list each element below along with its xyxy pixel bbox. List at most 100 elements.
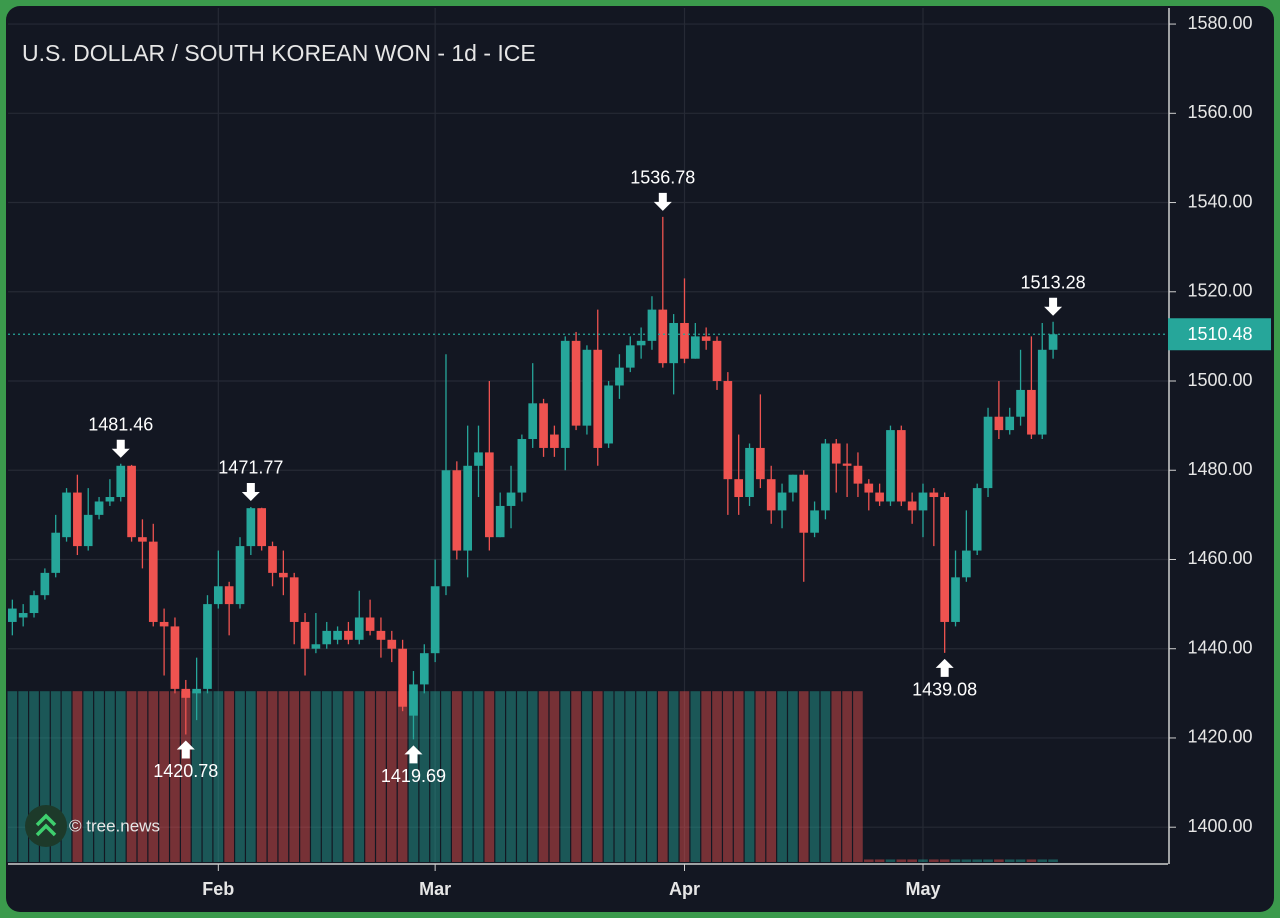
volume-bar (495, 691, 506, 862)
candle-body (268, 546, 277, 573)
candle-body (853, 465, 863, 484)
volume-bar (441, 691, 451, 862)
candle-body (712, 340, 722, 382)
chart-title: U.S. DOLLAR / SOUTH KOREAN WON - 1d - IC… (22, 40, 536, 66)
candle-body (18, 613, 28, 618)
volume-bar (744, 691, 755, 862)
volume-bar (126, 691, 137, 862)
candle-body (452, 470, 462, 551)
volume-bar (863, 859, 874, 862)
candle-body (213, 586, 223, 605)
candle-body (1037, 349, 1047, 435)
candle-body (799, 474, 809, 533)
volume-bar (1026, 859, 1037, 862)
volume-bar (571, 691, 581, 862)
candle-body (138, 537, 147, 542)
candle-body (842, 463, 852, 466)
candle-body (690, 336, 700, 359)
candle-body (560, 340, 570, 448)
candle-body (235, 546, 245, 605)
y-tick-label: 1400.00 (1187, 816, 1252, 836)
volume-bar (625, 691, 636, 862)
candle-body (636, 340, 646, 346)
volume-bar (506, 691, 516, 862)
volume-bar (289, 691, 300, 862)
candle-body (127, 465, 136, 538)
candle-body (376, 630, 386, 640)
annotation-label: 1513.28 (1021, 273, 1086, 293)
volume-bar (419, 691, 430, 862)
volume-bar (267, 691, 278, 862)
volume-bar (592, 691, 603, 862)
candle-body (311, 644, 321, 649)
volume-bar (105, 691, 115, 862)
y-tick-label: 1480.00 (1187, 459, 1252, 479)
candle-body (756, 447, 765, 480)
volume-bar (40, 691, 50, 862)
candle-body (409, 684, 418, 716)
volume-bar (809, 691, 820, 862)
volume-bar (170, 691, 180, 862)
candle-body (289, 577, 299, 622)
volume-bar (538, 691, 549, 862)
candle-body (604, 385, 613, 444)
x-tick-label: May (905, 879, 940, 899)
annotation-label: 1536.78 (630, 168, 695, 188)
candle-body (29, 595, 39, 614)
volume-bar (354, 691, 365, 862)
volume-bar (798, 691, 809, 862)
volume-bar (723, 691, 733, 862)
volume-bar (83, 691, 94, 862)
candle-body (625, 345, 635, 368)
candle-body (344, 630, 353, 640)
volume-bar (755, 691, 766, 862)
y-tick-label: 1540.00 (1187, 191, 1252, 211)
candle-body (701, 336, 711, 341)
candle-body (1048, 334, 1058, 350)
candle-body (257, 508, 267, 547)
candle-body (886, 430, 895, 502)
candle-body (658, 309, 668, 364)
volume-bar (386, 691, 397, 862)
annotation-label: 1420.78 (153, 761, 218, 781)
candle-body (506, 492, 516, 506)
candle-body (539, 403, 548, 448)
candle-body (387, 639, 397, 649)
y-tick-label: 1560.00 (1187, 102, 1252, 122)
candle-body (246, 508, 256, 547)
volume-bar (235, 691, 245, 862)
volume-bar (1048, 859, 1058, 862)
candle-body (495, 505, 505, 538)
volume-bar (1037, 859, 1048, 862)
candle-body (8, 608, 17, 622)
candle-body (647, 309, 657, 341)
volume-bar (929, 859, 939, 862)
volume-bar (939, 859, 950, 862)
candle-body (734, 479, 744, 498)
volume-bar (430, 691, 440, 862)
candle-body (192, 688, 201, 694)
volume-bar (115, 691, 126, 862)
volume-bar (896, 859, 907, 862)
candle-body (723, 381, 733, 480)
volume-bar (159, 691, 169, 862)
candle-body (994, 416, 1004, 431)
candle-body (972, 488, 982, 551)
annotation-label: 1439.08 (912, 680, 977, 700)
volume-bar (961, 859, 972, 862)
volume-bar (332, 691, 343, 862)
volume-bar (885, 859, 896, 862)
candle-body (582, 349, 592, 426)
volume-bar (950, 859, 961, 862)
volume-bar (733, 691, 744, 862)
candle-body (550, 434, 559, 448)
annotation-arrow (653, 192, 672, 211)
volume-bar (831, 691, 842, 862)
candle-body (907, 501, 917, 511)
volume-bar (29, 691, 39, 862)
volume-bar (679, 691, 690, 862)
volume-bar (603, 691, 614, 862)
volume-bar (18, 691, 28, 862)
candle-body (918, 492, 928, 511)
